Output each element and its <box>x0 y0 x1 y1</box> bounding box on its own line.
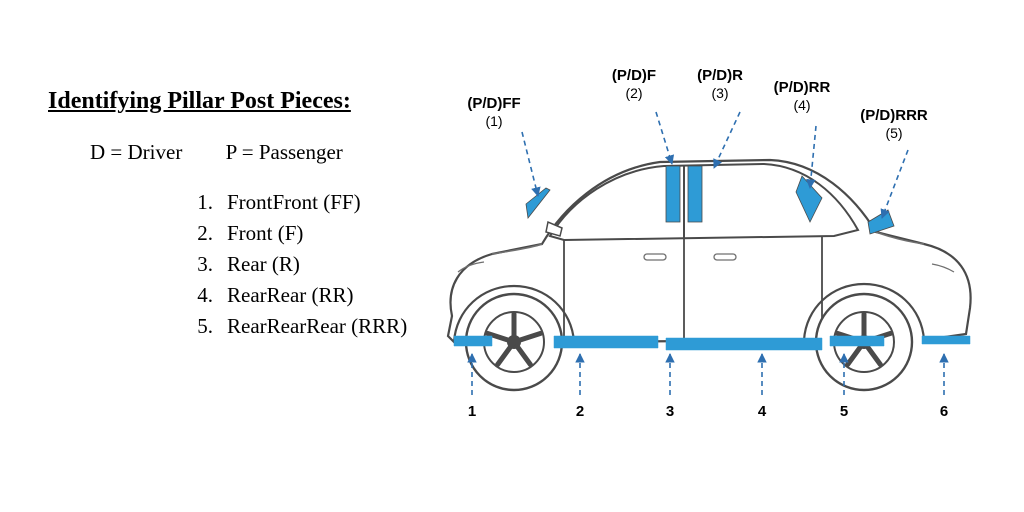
pillar-label: (P/D)R(3) <box>697 67 743 101</box>
rocker-num: 3 <box>666 403 674 420</box>
list-item: 1.FrontFront (FF) <box>185 190 407 215</box>
pillar-list: 1.FrontFront (FF) 2.Front (F) 3.Rear (R)… <box>185 190 407 345</box>
list-item: 4.RearRear (RR) <box>185 283 407 308</box>
pillar-label: (P/D)F(2) <box>612 67 656 101</box>
rocker-num: 1 <box>468 403 476 420</box>
svg-text:(1): (1) <box>485 113 502 129</box>
svg-text:(P/D)F: (P/D)F <box>612 67 656 84</box>
legend-p: P = Passenger <box>226 140 343 165</box>
svg-text:(P/D)R: (P/D)R <box>697 67 743 84</box>
rocker-num: 2 <box>576 403 584 420</box>
svg-text:(3): (3) <box>711 85 728 101</box>
svg-text:(4): (4) <box>793 97 810 113</box>
list-item: 5.RearRearRear (RRR) <box>185 314 407 339</box>
car-diagram: (P/D)FF(1)(P/D)F(2)(P/D)R(3)(P/D)RR(4)(P… <box>414 40 1004 480</box>
legend-d: D = Driver <box>90 140 182 165</box>
rocker-num: 5 <box>840 403 848 420</box>
svg-text:(5): (5) <box>885 125 902 141</box>
list-item: 3.Rear (R) <box>185 252 407 277</box>
pillar-label: (P/D)RRR(5) <box>860 107 928 141</box>
legend: D = Driver P = Passenger <box>90 140 381 165</box>
svg-text:(2): (2) <box>625 85 642 101</box>
pillar-label: (P/D)FF(1) <box>467 95 520 129</box>
svg-text:(P/D)FF: (P/D)FF <box>467 95 520 112</box>
svg-text:(P/D)RRR: (P/D)RRR <box>860 107 928 124</box>
pillar-label: (P/D)RR(4) <box>774 79 831 113</box>
svg-text:(P/D)RR: (P/D)RR <box>774 79 831 96</box>
rocker-num: 6 <box>940 403 948 420</box>
rocker-num: 4 <box>758 403 767 420</box>
page-title: Identifying Pillar Post Pieces: <box>48 88 351 115</box>
list-item: 2.Front (F) <box>185 221 407 246</box>
